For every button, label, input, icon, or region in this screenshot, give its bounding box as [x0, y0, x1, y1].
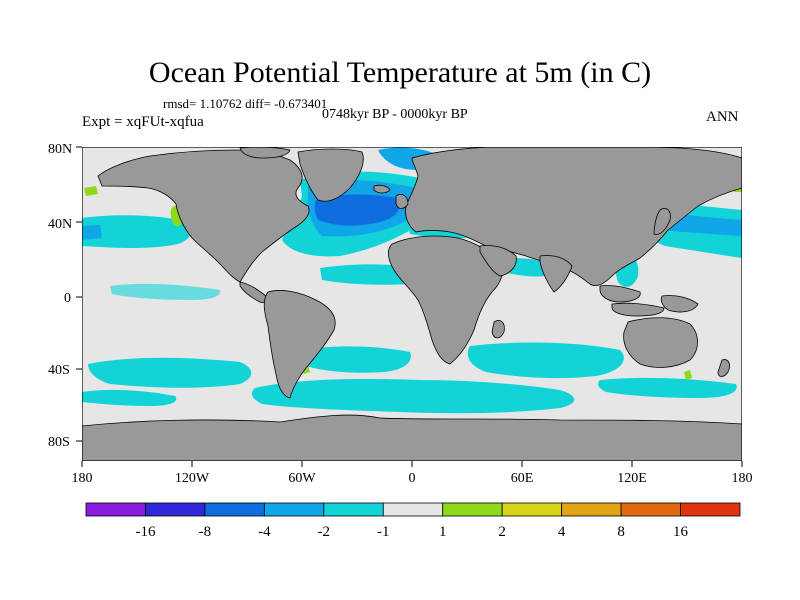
stats-line: rmsd= 1.10762 diff= -0.673401 — [163, 96, 328, 111]
y-tick-label: 40S — [48, 363, 70, 378]
season-label: ANN — [706, 109, 739, 125]
x-tick-label: 60W — [288, 471, 316, 486]
colorbar-swatch — [620, 502, 681, 517]
colorbar-swatch — [561, 502, 622, 517]
y-tick-label: 80S — [48, 435, 70, 450]
map-title: Ocean Potential Temperature at 5m (in C) — [148, 56, 652, 89]
period-label: 0748kyr BP - 0000kyr BP — [322, 107, 468, 122]
colorbar-swatch — [145, 502, 206, 517]
colorbar-swatch — [680, 502, 741, 517]
x-axis: 180 120W 60W 0 60E 120E 180 — [72, 461, 753, 486]
x-tick-label: 60E — [511, 471, 534, 486]
y-tick-label: 80N — [48, 142, 72, 157]
colorbar-label: 8 — [617, 524, 625, 540]
colorbar-label: -4 — [258, 524, 271, 540]
colorbar-label: 1 — [439, 524, 447, 540]
colorbar-label: 16 — [673, 524, 689, 540]
colorbar-label: 4 — [558, 524, 566, 540]
x-tick-label: 180 — [72, 471, 93, 486]
y-tick-label: 0 — [64, 291, 71, 306]
y-axis: 80N 40N 0 40S 80S — [48, 142, 82, 450]
x-tick-label: 120E — [617, 471, 647, 486]
colorbar-label: -2 — [318, 524, 331, 540]
colorbar-swatch — [501, 502, 563, 517]
colorbar-label: 2 — [498, 524, 506, 540]
colorbar: -16 -8 -4 -2 -1 1 2 4 8 16 — [85, 502, 741, 540]
land-masses — [82, 147, 742, 461]
x-tick-label: 180 — [732, 471, 753, 486]
colorbar-label: -1 — [377, 524, 390, 540]
map-panel — [82, 147, 742, 461]
colorbar-swatch — [204, 502, 265, 517]
colorbar-swatch — [442, 502, 503, 517]
experiment-label: Expt = xqFUt-xqfua — [82, 114, 204, 130]
x-tick-label: 120W — [175, 471, 210, 486]
x-tick-label: 0 — [409, 471, 416, 486]
colorbar-swatch — [85, 502, 146, 517]
colorbar-swatch — [323, 502, 384, 517]
colorbar-label: -16 — [135, 524, 155, 540]
colorbar-label: -8 — [199, 524, 212, 540]
y-tick-label: 40N — [48, 217, 72, 232]
colorbar-swatch — [382, 502, 444, 517]
colorbar-swatch — [263, 502, 325, 517]
